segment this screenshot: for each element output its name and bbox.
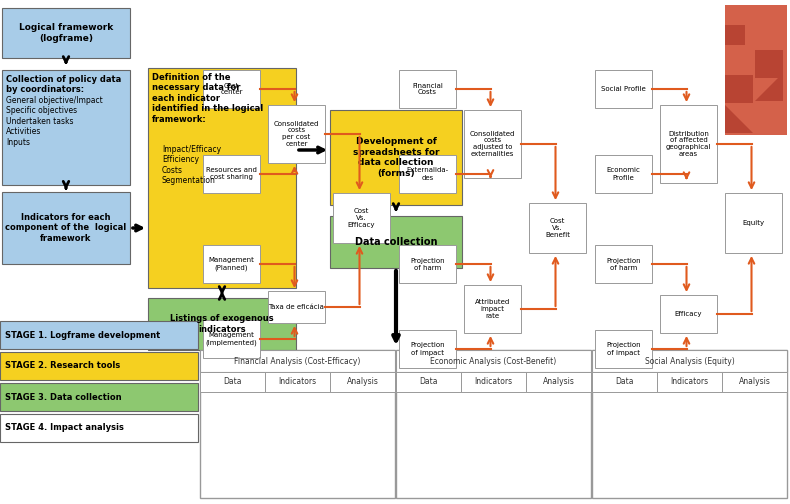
Text: STAGE 2. Research tools: STAGE 2. Research tools bbox=[5, 361, 120, 370]
Text: Social Profile: Social Profile bbox=[601, 86, 646, 92]
FancyBboxPatch shape bbox=[399, 70, 456, 108]
Text: Indicators: Indicators bbox=[278, 377, 317, 387]
Text: Data: Data bbox=[224, 377, 242, 387]
Text: Management
(Planned): Management (Planned) bbox=[209, 257, 254, 271]
Text: Consolidated
costs
adjusted to
externalities: Consolidated costs adjusted to externali… bbox=[470, 131, 515, 157]
FancyBboxPatch shape bbox=[0, 321, 198, 349]
FancyBboxPatch shape bbox=[725, 193, 782, 253]
FancyBboxPatch shape bbox=[2, 8, 130, 58]
FancyBboxPatch shape bbox=[265, 372, 330, 392]
FancyBboxPatch shape bbox=[200, 372, 265, 392]
FancyBboxPatch shape bbox=[725, 5, 787, 135]
FancyBboxPatch shape bbox=[396, 350, 591, 498]
FancyBboxPatch shape bbox=[200, 350, 395, 372]
Text: Cost
Vs.
Efficacy: Cost Vs. Efficacy bbox=[348, 208, 375, 228]
Text: Economic Analysis (Cost-Benefit): Economic Analysis (Cost-Benefit) bbox=[431, 356, 557, 365]
FancyBboxPatch shape bbox=[268, 291, 325, 323]
Text: Equity: Equity bbox=[743, 220, 765, 226]
FancyBboxPatch shape bbox=[268, 105, 325, 163]
Text: STAGE 3. Data collection: STAGE 3. Data collection bbox=[5, 393, 122, 402]
FancyBboxPatch shape bbox=[0, 352, 198, 380]
FancyBboxPatch shape bbox=[396, 372, 461, 392]
FancyBboxPatch shape bbox=[595, 70, 652, 108]
Text: Distribution
of affected
geographical
areas: Distribution of affected geographical ar… bbox=[666, 131, 711, 157]
Text: Financial
Costs: Financial Costs bbox=[412, 83, 443, 95]
FancyBboxPatch shape bbox=[399, 245, 456, 283]
Text: Efficacy: Efficacy bbox=[675, 311, 702, 317]
Text: Indicators: Indicators bbox=[475, 377, 513, 387]
Text: Projection
of harm: Projection of harm bbox=[410, 258, 445, 271]
FancyBboxPatch shape bbox=[592, 372, 657, 392]
Text: Projection
of impact: Projection of impact bbox=[606, 343, 641, 355]
Text: Collection of policy data
by coordinators:: Collection of policy data by coordinator… bbox=[6, 75, 121, 94]
Text: Data collection: Data collection bbox=[355, 237, 437, 247]
Text: Cost
Vs.
Benefit: Cost Vs. Benefit bbox=[545, 218, 570, 238]
Text: Logical framework
(logframe): Logical framework (logframe) bbox=[19, 23, 113, 43]
Text: Analysis: Analysis bbox=[347, 377, 378, 387]
Text: Externalida-
des: Externalida- des bbox=[406, 167, 449, 180]
Text: Indicators for each
component of the  logical
framework: Indicators for each component of the log… bbox=[6, 213, 126, 243]
Text: General objective/Impact
Specific objectives
Undertaken tasks
Activities
Inputs: General objective/Impact Specific object… bbox=[6, 96, 103, 147]
Text: Impact/Efficacy
Efficiency
Costs
Segmentation: Impact/Efficacy Efficiency Costs Segment… bbox=[162, 145, 221, 185]
FancyBboxPatch shape bbox=[592, 350, 787, 498]
FancyBboxPatch shape bbox=[0, 383, 198, 411]
Text: Consolidated
costs
per cost
center: Consolidated costs per cost center bbox=[274, 120, 319, 148]
Text: Analysis: Analysis bbox=[739, 377, 770, 387]
FancyBboxPatch shape bbox=[461, 372, 526, 392]
Text: Social Analysis (Equity): Social Analysis (Equity) bbox=[645, 356, 735, 365]
FancyBboxPatch shape bbox=[330, 216, 462, 268]
FancyBboxPatch shape bbox=[333, 193, 390, 243]
FancyBboxPatch shape bbox=[203, 320, 260, 358]
FancyBboxPatch shape bbox=[2, 192, 130, 264]
FancyBboxPatch shape bbox=[464, 285, 521, 333]
FancyBboxPatch shape bbox=[529, 203, 586, 253]
Text: Taxa de eficácia: Taxa de eficácia bbox=[269, 304, 325, 310]
Text: Indicators: Indicators bbox=[671, 377, 709, 387]
FancyBboxPatch shape bbox=[755, 50, 783, 78]
FancyBboxPatch shape bbox=[722, 372, 787, 392]
Polygon shape bbox=[725, 105, 753, 133]
Text: Analysis: Analysis bbox=[543, 377, 574, 387]
Text: Projection
of harm: Projection of harm bbox=[606, 258, 641, 271]
FancyBboxPatch shape bbox=[148, 68, 296, 288]
FancyBboxPatch shape bbox=[330, 110, 462, 205]
Text: Listings of exogenous
indicators: Listings of exogenous indicators bbox=[170, 314, 274, 334]
FancyBboxPatch shape bbox=[660, 105, 717, 183]
Text: Development of
spreadsheets for
data collection
(forms): Development of spreadsheets for data col… bbox=[353, 138, 439, 177]
FancyBboxPatch shape bbox=[200, 350, 395, 498]
FancyBboxPatch shape bbox=[595, 330, 652, 368]
Text: Economic
Profile: Economic Profile bbox=[607, 167, 641, 180]
FancyBboxPatch shape bbox=[657, 372, 722, 392]
FancyBboxPatch shape bbox=[2, 70, 130, 185]
Text: Projection
of impact: Projection of impact bbox=[410, 343, 445, 355]
Text: STAGE 4. Impact analysis: STAGE 4. Impact analysis bbox=[5, 423, 124, 432]
FancyBboxPatch shape bbox=[526, 372, 591, 392]
Text: Resources and
cost sharing: Resources and cost sharing bbox=[206, 167, 257, 180]
FancyBboxPatch shape bbox=[725, 25, 745, 45]
FancyBboxPatch shape bbox=[595, 245, 652, 283]
FancyBboxPatch shape bbox=[660, 295, 717, 333]
Text: Data: Data bbox=[419, 377, 438, 387]
Text: Cost
center: Cost center bbox=[220, 83, 243, 95]
FancyBboxPatch shape bbox=[725, 75, 753, 103]
Text: Attributed
impact
rate: Attributed impact rate bbox=[475, 299, 510, 319]
FancyBboxPatch shape bbox=[592, 350, 787, 372]
FancyBboxPatch shape bbox=[464, 110, 521, 178]
FancyBboxPatch shape bbox=[396, 350, 591, 372]
FancyBboxPatch shape bbox=[595, 155, 652, 193]
FancyBboxPatch shape bbox=[399, 330, 456, 368]
Text: Management
(Implemented): Management (Implemented) bbox=[205, 332, 258, 346]
FancyBboxPatch shape bbox=[148, 298, 296, 350]
FancyBboxPatch shape bbox=[203, 155, 260, 193]
Polygon shape bbox=[755, 73, 783, 101]
Text: STAGE 1. Logframe development: STAGE 1. Logframe development bbox=[5, 331, 160, 340]
Text: Financial Analysis (Cost-Efficacy): Financial Analysis (Cost-Efficacy) bbox=[235, 356, 361, 365]
Text: Definition of the
necessary data for
each indicator
identified in the logical
fr: Definition of the necessary data for eac… bbox=[152, 73, 263, 123]
Text: Data: Data bbox=[615, 377, 634, 387]
FancyBboxPatch shape bbox=[203, 70, 260, 108]
FancyBboxPatch shape bbox=[203, 245, 260, 283]
FancyBboxPatch shape bbox=[0, 414, 198, 442]
FancyBboxPatch shape bbox=[330, 372, 395, 392]
FancyBboxPatch shape bbox=[399, 155, 456, 193]
